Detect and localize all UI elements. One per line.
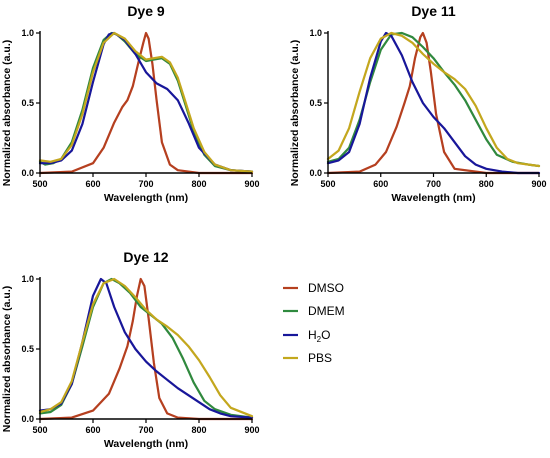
x-tick-label: 600 (373, 179, 388, 189)
y-tick-label: 1.0 (21, 274, 34, 284)
series-line-dmso (326, 31, 541, 175)
legend: DMSO DMEM H2O PBS (283, 281, 345, 365)
series-line-h2o (326, 31, 541, 175)
x-axis-label: Wavelength (nm) (104, 192, 188, 204)
y-axis-label: Normalized absorbance (a.u.) (289, 40, 301, 186)
series-glow-h2o (326, 31, 541, 175)
x-tick-label: 900 (244, 425, 259, 435)
x-tick-label: 800 (191, 179, 206, 189)
x-tick-label: 800 (191, 425, 206, 435)
legend-item-dmso: DMSO (283, 281, 344, 295)
x-tick-label: 700 (138, 179, 153, 189)
chart-title: Dye 12 (123, 249, 168, 265)
y-tick-label: 1.0 (21, 28, 34, 38)
x-tick-label: 600 (85, 425, 100, 435)
y-axis-label: Normalized absorbance (a.u.) (1, 286, 13, 432)
series-line-pbs (38, 277, 254, 418)
legend-item-dmem: DMEM (283, 304, 345, 318)
y-tick-label: 0.5 (21, 98, 34, 108)
y-tick-label: 0.5 (309, 98, 322, 108)
y-tick-label: 0.0 (309, 168, 322, 178)
legend-item-h2o: H2O (283, 328, 330, 344)
x-tick-label: 900 (531, 179, 546, 189)
x-tick-label: 500 (32, 179, 47, 189)
series-line-dmso (38, 31, 254, 175)
chart-dye-12: Dye 12 500 600 700 800 900 0.0 0.5 1.0 Wavelength… (1, 249, 260, 450)
y-axis-label: Normalized absorbance (a.u.) (1, 40, 13, 186)
x-axis-label: Wavelength (nm) (391, 192, 475, 204)
series-line-pbs (326, 31, 541, 168)
y-tick-label: 1.0 (309, 28, 322, 38)
series-line-h2o (38, 31, 254, 173)
series-line-pbs (38, 31, 254, 173)
x-tick-label: 700 (138, 425, 153, 435)
legend-label: H2O (308, 328, 330, 344)
x-tick-label: 800 (479, 179, 494, 189)
chart-dye-11: Dye 11 500 600 700 800 900 0.0 0.5 1.0 Wavelength… (289, 3, 547, 204)
legend-label: DMEM (308, 304, 345, 318)
legend-label: PBS (308, 351, 332, 365)
y-tick-label: 0.5 (21, 344, 34, 354)
x-axis-label: Wavelength (nm) (104, 438, 188, 450)
x-tick-label: 600 (85, 179, 100, 189)
x-tick-label: 500 (320, 179, 335, 189)
y-tick-label: 0.0 (21, 414, 34, 424)
chart-dye-9: Dye 9 500 600 700 800 900 0.0 0.5 1.0 Wavelength … (1, 3, 260, 204)
y-tick-label: 0.0 (21, 168, 34, 178)
series-glow-dmso (326, 31, 541, 175)
chart-title: Dye 9 (127, 3, 165, 19)
x-tick-label: 900 (244, 179, 259, 189)
x-tick-label: 500 (32, 425, 47, 435)
legend-item-pbs: PBS (283, 351, 332, 365)
x-tick-label: 700 (426, 179, 441, 189)
legend-label: DMSO (308, 281, 344, 295)
series-line-dmso (38, 277, 254, 421)
chart-title: Dye 11 (411, 3, 456, 19)
